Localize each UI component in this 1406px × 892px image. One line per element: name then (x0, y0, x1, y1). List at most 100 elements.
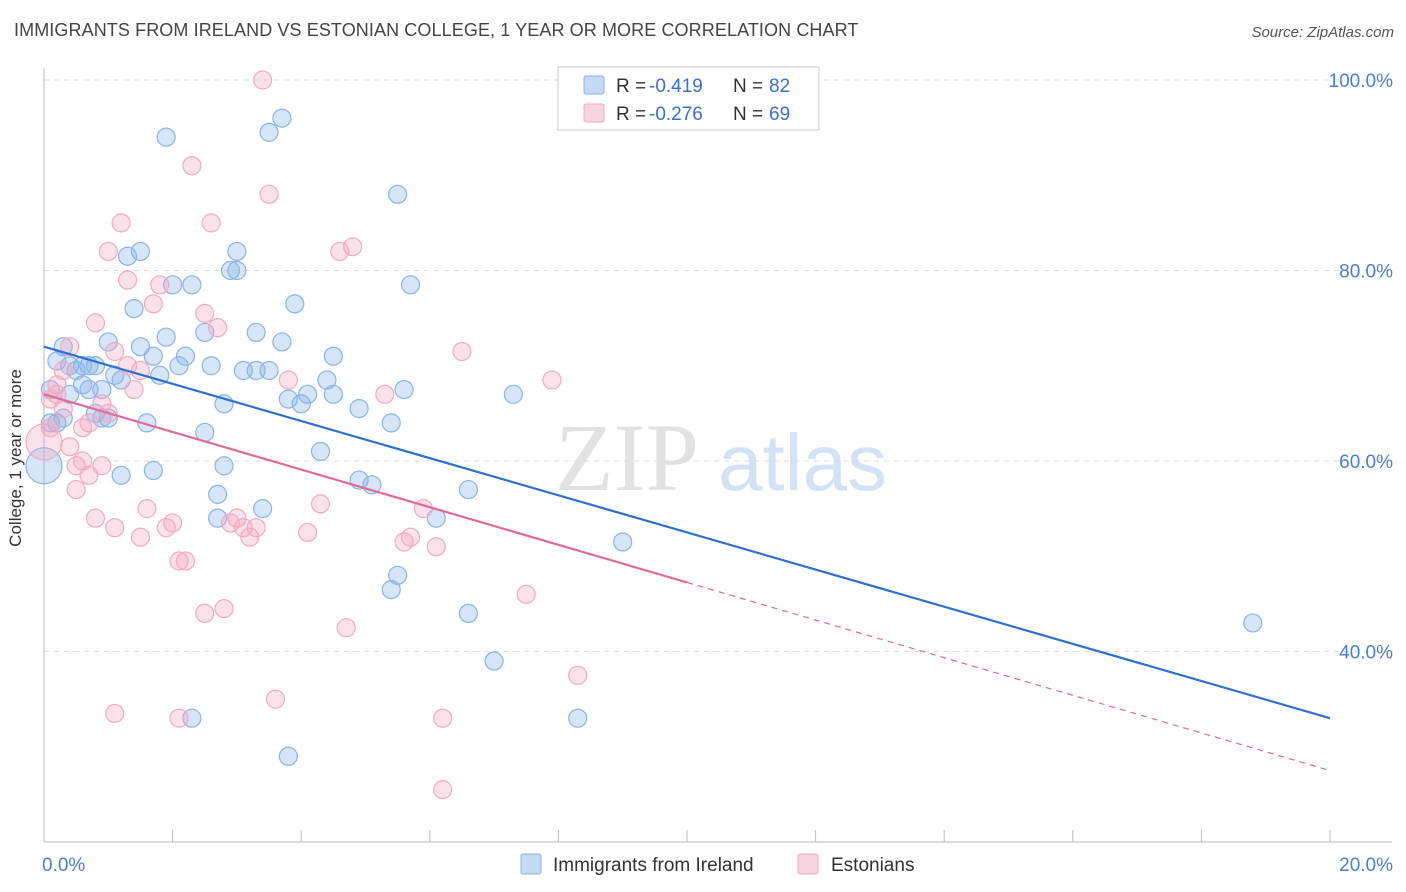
ireland-point (278, 746, 298, 766)
ireland-point (220, 260, 241, 281)
estonians-point (85, 508, 106, 528)
estonians-point (246, 518, 266, 538)
estonians-point (40, 418, 61, 438)
estonians-point (516, 584, 536, 604)
series-legend: Immigrants from Ireland Estonians (520, 853, 914, 876)
estonians-point (375, 384, 395, 404)
ireland-point (394, 379, 414, 400)
ireland-point (130, 241, 151, 262)
stats-legend: R = -0.419 N = 82 R = -0.276 N = 69 (557, 66, 820, 131)
ireland-point (259, 360, 279, 381)
estonians-point (124, 379, 144, 400)
y-tick-labels: 40.0% 60.0% 80.0% 100.0% (1329, 71, 1394, 664)
estonians-point (169, 708, 189, 728)
ireland-point (201, 356, 221, 376)
ireland-point (156, 327, 176, 347)
y-tick-label: 80.0% (1339, 262, 1393, 283)
x-tick-labels: 0.0% 20.0% (42, 855, 1393, 876)
estonians-point (278, 370, 298, 390)
ireland-point (298, 384, 318, 404)
ireland-point (323, 346, 343, 366)
estonians-point (117, 270, 138, 290)
estonians-point (298, 522, 318, 543)
y-tick-label: 60.0% (1339, 452, 1393, 473)
estonians-point (105, 703, 125, 724)
estonians-point (111, 213, 131, 233)
stats-n-label-ireland: N = (733, 76, 763, 97)
estonians-point (426, 537, 446, 557)
estonians-point (53, 360, 73, 381)
ireland-point (272, 108, 292, 128)
ireland-point (246, 322, 266, 343)
ireland-point (214, 456, 234, 476)
ireland-point (381, 579, 401, 600)
data-points (25, 70, 1263, 800)
estonians-point (92, 456, 112, 476)
estonians-point (227, 508, 247, 528)
estonians-point (169, 551, 189, 571)
estonians-point (105, 341, 125, 362)
x-tick-label: 0.0% (42, 855, 85, 876)
estonians-point (175, 551, 196, 571)
ireland-point (272, 332, 292, 352)
estonians-point (433, 708, 453, 728)
ireland-point (1243, 613, 1263, 633)
estonians-point (568, 665, 588, 685)
ireland-point (117, 246, 138, 266)
ireland-point (92, 379, 112, 400)
legend-swatch-estonians (797, 853, 819, 875)
ireland-point (111, 465, 131, 485)
chart-title: IMMIGRANTS FROM IRELAND VS ESTONIAN COLL… (14, 20, 859, 40)
ireland-point (253, 499, 273, 519)
estonians-point (105, 518, 125, 538)
estonians-point (310, 494, 331, 514)
ireland-point (130, 337, 151, 357)
ireland-trend-line (43, 345, 1331, 720)
ireland-point (182, 275, 202, 295)
ireland-point (310, 441, 331, 462)
estonians-point (433, 780, 453, 800)
y-tick-label: 40.0% (1339, 643, 1393, 664)
ireland-point (568, 708, 588, 728)
ireland-point (323, 384, 343, 404)
estonians-point (163, 513, 183, 533)
ireland-point (47, 351, 67, 371)
ireland-point (484, 651, 504, 671)
estonians-point (66, 479, 86, 500)
ireland-point (458, 603, 478, 624)
estonians-point (92, 394, 112, 414)
estonians-point (400, 527, 421, 547)
legend-label-estonians: Estonians (831, 855, 914, 876)
estonians-point (79, 413, 99, 433)
ireland-point (400, 275, 421, 295)
estonians-point (259, 184, 279, 204)
chart-source: Source: ZipAtlas.com (1251, 24, 1394, 41)
trend-lines (43, 345, 1331, 772)
stats-swatch-estonians (583, 103, 605, 123)
estonians-point (330, 241, 350, 262)
ireland-point (169, 356, 189, 376)
estonians-point (79, 465, 99, 485)
estonians-point (265, 689, 286, 709)
ireland-point (291, 394, 311, 414)
ireland-point (388, 565, 408, 585)
ireland-point (503, 384, 523, 404)
estonians-point (72, 451, 93, 471)
legend-label-ireland: Immigrants from Ireland (553, 855, 754, 876)
estonians-point (208, 318, 228, 338)
stats-n-value-ireland: 82 (769, 76, 790, 97)
ireland-point (208, 484, 228, 504)
estonians-point (60, 437, 80, 457)
ireland-point (175, 346, 196, 366)
ireland-point (25, 447, 63, 485)
ireland-point (98, 332, 118, 352)
ireland-point (227, 260, 247, 281)
estonians-point (452, 341, 472, 362)
estonians-point (130, 527, 151, 547)
ireland-point (317, 370, 337, 390)
estonians-point (85, 313, 106, 333)
ireland-point (156, 127, 176, 147)
stats-r-value-estonians: -0.276 (649, 104, 703, 125)
ireland-point (278, 389, 298, 409)
ireland-point (143, 346, 163, 366)
